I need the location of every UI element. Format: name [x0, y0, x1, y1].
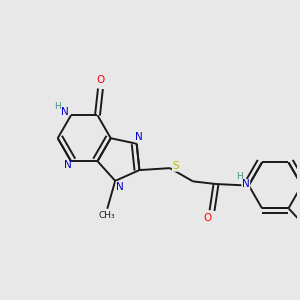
Text: N: N: [242, 179, 250, 189]
Text: N: N: [135, 132, 142, 142]
Text: O: O: [96, 75, 105, 85]
Text: O: O: [203, 213, 211, 224]
Text: N: N: [61, 107, 69, 117]
Text: H: H: [236, 172, 243, 181]
Text: H: H: [54, 102, 61, 111]
Text: N: N: [64, 160, 72, 170]
Text: N: N: [116, 182, 124, 192]
Text: CH₃: CH₃: [99, 211, 116, 220]
Text: S: S: [172, 161, 179, 171]
